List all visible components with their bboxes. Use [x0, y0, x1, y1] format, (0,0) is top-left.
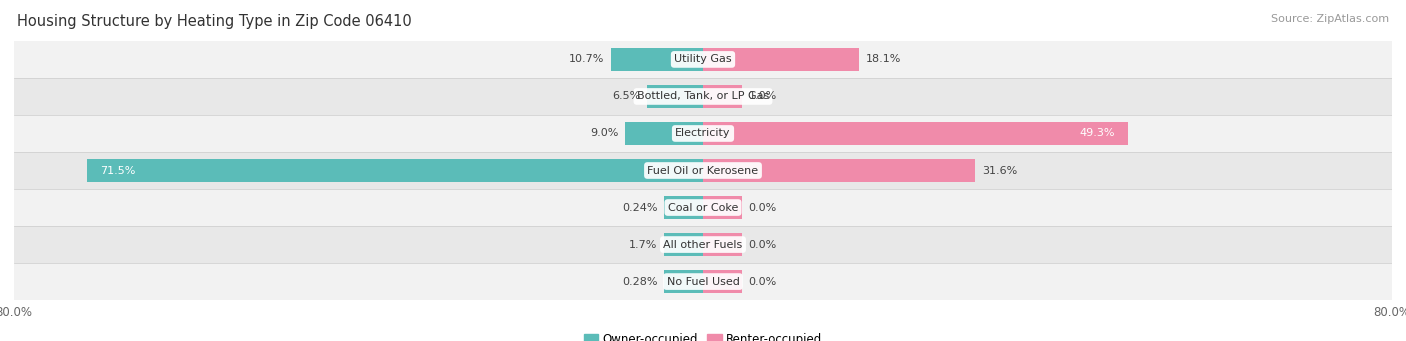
- Text: 10.7%: 10.7%: [568, 55, 605, 64]
- Bar: [626, 122, 703, 145]
- Text: No Fuel Used: No Fuel Used: [666, 277, 740, 286]
- Bar: [14, 115, 1392, 152]
- Text: Fuel Oil or Kerosene: Fuel Oil or Kerosene: [647, 165, 759, 176]
- Text: Utility Gas: Utility Gas: [675, 55, 731, 64]
- Text: 71.5%: 71.5%: [100, 165, 135, 176]
- Bar: [703, 233, 742, 256]
- Text: 1.0%: 1.0%: [748, 91, 778, 102]
- Text: 0.24%: 0.24%: [621, 203, 658, 212]
- Text: 6.5%: 6.5%: [612, 91, 640, 102]
- Text: Coal or Coke: Coal or Coke: [668, 203, 738, 212]
- Legend: Owner-occupied, Renter-occupied: Owner-occupied, Renter-occupied: [579, 329, 827, 341]
- Text: 0.28%: 0.28%: [621, 277, 658, 286]
- Bar: [14, 189, 1392, 226]
- Bar: [14, 41, 1392, 78]
- Bar: [664, 196, 703, 219]
- Text: 49.3%: 49.3%: [1080, 129, 1115, 138]
- Text: 31.6%: 31.6%: [981, 165, 1018, 176]
- Bar: [610, 48, 703, 71]
- Text: 0.0%: 0.0%: [748, 277, 778, 286]
- Bar: [14, 263, 1392, 300]
- Text: 0.0%: 0.0%: [748, 203, 778, 212]
- Text: 9.0%: 9.0%: [591, 129, 619, 138]
- Bar: [703, 159, 976, 182]
- Bar: [664, 270, 703, 293]
- Bar: [703, 48, 859, 71]
- Text: All other Fuels: All other Fuels: [664, 239, 742, 250]
- Bar: [703, 270, 742, 293]
- Text: Source: ZipAtlas.com: Source: ZipAtlas.com: [1271, 14, 1389, 24]
- Bar: [14, 152, 1392, 189]
- Bar: [14, 78, 1392, 115]
- Bar: [87, 159, 703, 182]
- Text: 1.7%: 1.7%: [628, 239, 658, 250]
- Text: Bottled, Tank, or LP Gas: Bottled, Tank, or LP Gas: [637, 91, 769, 102]
- Bar: [703, 85, 742, 108]
- Text: Electricity: Electricity: [675, 129, 731, 138]
- Bar: [14, 226, 1392, 263]
- Bar: [703, 122, 1128, 145]
- Bar: [664, 233, 703, 256]
- Text: Housing Structure by Heating Type in Zip Code 06410: Housing Structure by Heating Type in Zip…: [17, 14, 412, 29]
- Text: 18.1%: 18.1%: [866, 55, 901, 64]
- Bar: [647, 85, 703, 108]
- Text: 0.0%: 0.0%: [748, 239, 778, 250]
- Bar: [703, 196, 742, 219]
